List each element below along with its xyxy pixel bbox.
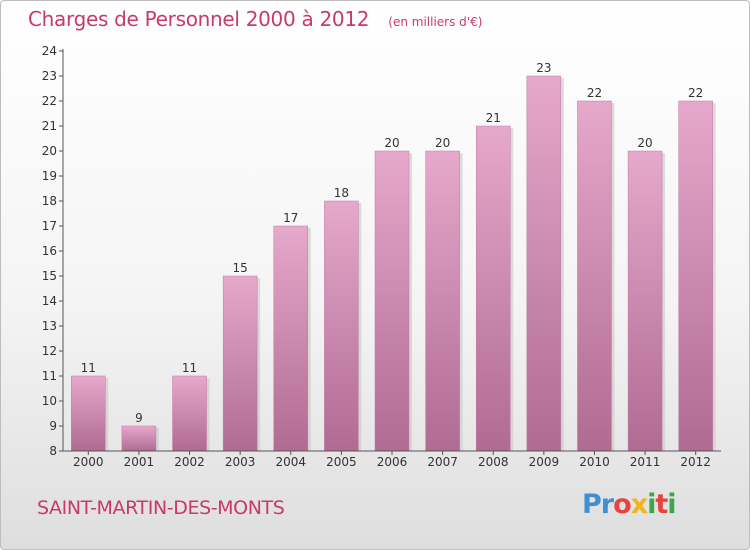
value-label-2009: 23: [536, 61, 551, 75]
x-tick-label-2008: 2008: [478, 455, 509, 469]
logo-letter: o: [613, 489, 632, 520]
logo-letter: i: [647, 489, 656, 520]
x-tick-label-2009: 2009: [529, 455, 560, 469]
value-label-2005: 18: [334, 186, 349, 200]
value-label-2012: 22: [688, 86, 703, 100]
x-tick-label-2012: 2012: [680, 455, 711, 469]
x-tick-label-2011: 2011: [630, 455, 661, 469]
y-tick-label: 12: [42, 344, 57, 358]
title-row: Charges de Personnel 2000 à 2012 (en mil…: [28, 7, 482, 31]
value-label-2006: 20: [384, 136, 399, 150]
bar-2007: [425, 150, 460, 452]
bar-2004: [273, 225, 309, 452]
proxiti-logo[interactable]: Proxiti: [582, 489, 677, 520]
value-label-2007: 20: [435, 136, 450, 150]
x-tick-label-2001: 2001: [124, 455, 155, 469]
bar-2005: [324, 200, 359, 452]
y-tick-label: 21: [42, 119, 57, 133]
x-tick-label-2000: 2000: [73, 455, 104, 469]
bars-group: 11 9 11 15 17 18 20 20 21 23 22 20 22: [71, 61, 716, 452]
bar-2011: [627, 150, 663, 452]
bar-2003: [222, 275, 258, 452]
bar-2010: [577, 100, 612, 452]
value-label-2000: 11: [81, 361, 96, 375]
x-tick-label-2007: 2007: [427, 455, 458, 469]
chart-title: Charges de Personnel 2000 à 2012: [28, 7, 370, 31]
value-label-2011: 20: [637, 136, 652, 150]
y-tick-label: 10: [42, 394, 57, 408]
bar-2002: [172, 375, 207, 452]
y-tick-label: 15: [42, 269, 57, 283]
y-tick-label: 23: [42, 69, 57, 83]
bar-2009: [526, 75, 562, 452]
value-label-2001: 9: [135, 411, 143, 425]
chart-subtitle: (en milliers d'€): [388, 15, 483, 29]
y-tick-label: 16: [42, 244, 57, 258]
y-tick-label: 22: [42, 94, 57, 108]
logo-letter: i: [667, 489, 676, 520]
y-tick-label: 18: [42, 194, 57, 208]
x-tick-label-2003: 2003: [225, 455, 256, 469]
y-tick-label: 14: [42, 294, 57, 308]
value-label-2010: 22: [587, 86, 602, 100]
x-tick-label-2005: 2005: [326, 455, 357, 469]
y-tick-label: 20: [42, 144, 57, 158]
axes-group: 8 9 10 11 12 13 14 15 16 17 18 19 20 21 22 23 24 2000 2001…: [42, 44, 721, 469]
value-label-2002: 11: [182, 361, 197, 375]
y-tick-label: 8: [49, 444, 57, 458]
y-tick-label: 24: [42, 44, 57, 58]
value-label-2004: 17: [283, 211, 298, 225]
value-label-2008: 21: [486, 111, 501, 125]
logo-letter: x: [630, 489, 648, 520]
value-label-2003: 15: [233, 261, 248, 275]
logo-letter: t: [655, 489, 668, 520]
bar-2001: [121, 425, 157, 452]
bar-2006: [374, 150, 410, 452]
x-tick-label-2004: 2004: [275, 455, 306, 469]
logo-letter: P: [582, 489, 602, 520]
y-tick-label: 9: [49, 419, 57, 433]
y-tick-label: 13: [42, 319, 57, 333]
logo-letter: r: [600, 489, 614, 520]
x-tick-label-2002: 2002: [174, 455, 205, 469]
x-tick-label-2010: 2010: [579, 455, 610, 469]
y-tick-label: 17: [42, 219, 57, 233]
commune-name: SAINT-MARTIN-DES-MONTS: [37, 497, 285, 519]
bar-2008: [475, 125, 511, 452]
bar-2012: [678, 100, 713, 452]
bar-2000: [71, 375, 106, 452]
x-tick-label-2006: 2006: [377, 455, 408, 469]
y-tick-label: 11: [42, 369, 57, 383]
y-tick-label: 19: [42, 169, 57, 183]
